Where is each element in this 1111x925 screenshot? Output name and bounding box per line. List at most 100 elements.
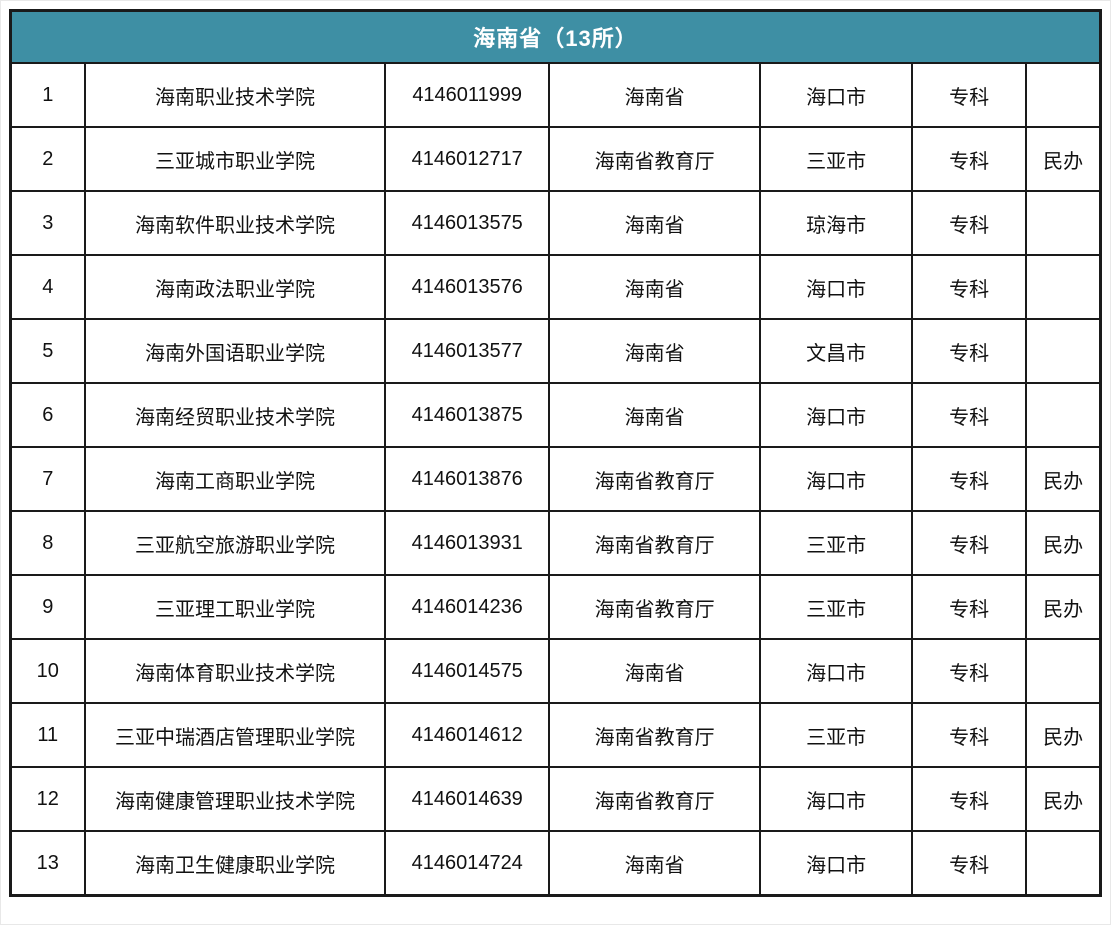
cell-level: 专科 [910, 190, 1028, 256]
cell-school-code: 4146012717 [384, 126, 550, 192]
table-row: 1 海南职业技术学院 4146011999 海南省 海口市 专科 [9, 62, 1102, 128]
cell-authority: 海南省 [547, 318, 762, 384]
cell-level: 专科 [910, 766, 1028, 832]
cell-school-name: 海南政法职业学院 [83, 254, 387, 320]
cell-school-name: 三亚理工职业学院 [83, 574, 387, 640]
table-row: 3 海南软件职业技术学院 4146013575 海南省 琼海市 专科 [9, 190, 1102, 256]
cell-city: 三亚市 [759, 574, 913, 640]
table-header: 海南省（13所） [9, 9, 1102, 64]
cell-authority: 海南省教育厅 [547, 574, 762, 640]
table-body: 1 海南职业技术学院 4146011999 海南省 海口市 专科 2 三亚城市职业学院 4146… [9, 62, 1102, 897]
cell-index: 11 [9, 702, 86, 768]
cell-school-code: 4146013931 [384, 510, 550, 576]
cell-level: 专科 [910, 254, 1028, 320]
cell-school-name: 海南外国语职业学院 [83, 318, 387, 384]
cell-index: 13 [9, 830, 86, 897]
cell-index: 1 [9, 62, 86, 128]
table-row: 5 海南外国语职业学院 4146013577 海南省 文昌市 专科 [9, 318, 1102, 384]
cell-index: 10 [9, 638, 86, 704]
cell-authority: 海南省 [547, 830, 762, 897]
cell-city: 琼海市 [759, 190, 913, 256]
cell-level: 专科 [910, 446, 1028, 512]
cell-authority: 海南省教育厅 [547, 446, 762, 512]
cell-ownership [1025, 62, 1102, 128]
table-row: 9 三亚理工职业学院 4146014236 海南省教育厅 三亚市 专科 民办 [9, 574, 1102, 640]
cell-ownership [1025, 318, 1102, 384]
cell-level: 专科 [910, 510, 1028, 576]
cell-school-name: 海南工商职业学院 [83, 446, 387, 512]
cell-level: 专科 [910, 574, 1028, 640]
table-row: 11 三亚中瑞酒店管理职业学院 4146014612 海南省教育厅 三亚市 专科 民办 [9, 702, 1102, 768]
cell-school-code: 4146014612 [384, 702, 550, 768]
cell-school-code: 4146014575 [384, 638, 550, 704]
cell-ownership [1025, 254, 1102, 320]
cell-authority: 海南省教育厅 [547, 702, 762, 768]
table-title: 海南省（13所） [9, 9, 1102, 64]
cell-school-code: 4146014724 [384, 830, 550, 897]
cell-level: 专科 [910, 638, 1028, 704]
cell-level: 专科 [910, 318, 1028, 384]
cell-ownership [1025, 638, 1102, 704]
cell-ownership: 民办 [1025, 510, 1102, 576]
cell-authority: 海南省 [547, 62, 762, 128]
cell-city: 海口市 [759, 766, 913, 832]
cell-ownership [1025, 190, 1102, 256]
table-row: 10 海南体育职业技术学院 4146014575 海南省 海口市 专科 [9, 638, 1102, 704]
cell-city: 海口市 [759, 638, 913, 704]
cell-index: 9 [9, 574, 86, 640]
cell-school-code: 4146013876 [384, 446, 550, 512]
cell-city: 海口市 [759, 62, 913, 128]
cell-school-code: 4146013875 [384, 382, 550, 448]
cell-authority: 海南省 [547, 254, 762, 320]
table-row: 6 海南经贸职业技术学院 4146013875 海南省 海口市 专科 [9, 382, 1102, 448]
cell-school-name: 海南健康管理职业技术学院 [83, 766, 387, 832]
cell-ownership [1025, 830, 1102, 897]
cell-authority: 海南省教育厅 [547, 766, 762, 832]
table-row: 8 三亚航空旅游职业学院 4146013931 海南省教育厅 三亚市 专科 民办 [9, 510, 1102, 576]
cell-school-code: 4146013575 [384, 190, 550, 256]
cell-ownership: 民办 [1025, 702, 1102, 768]
cell-index: 8 [9, 510, 86, 576]
cell-level: 专科 [910, 62, 1028, 128]
cell-ownership: 民办 [1025, 126, 1102, 192]
cell-index: 6 [9, 382, 86, 448]
cell-city: 海口市 [759, 830, 913, 897]
table-row: 12 海南健康管理职业技术学院 4146014639 海南省教育厅 海口市 专科 民办 [9, 766, 1102, 832]
cell-school-name: 海南体育职业技术学院 [83, 638, 387, 704]
table-row: 4 海南政法职业学院 4146013576 海南省 海口市 专科 [9, 254, 1102, 320]
cell-school-code: 4146013576 [384, 254, 550, 320]
cell-level: 专科 [910, 702, 1028, 768]
cell-index: 2 [9, 126, 86, 192]
university-table: 海南省（13所） 1 海南职业技术学院 4146011999 海南省 海口市 专科 2 三亚城… [9, 9, 1102, 897]
cell-index: 4 [9, 254, 86, 320]
cell-school-code: 4146014236 [384, 574, 550, 640]
cell-school-name: 海南软件职业技术学院 [83, 190, 387, 256]
cell-authority: 海南省 [547, 638, 762, 704]
cell-school-code: 4146014639 [384, 766, 550, 832]
cell-school-name: 海南卫生健康职业学院 [83, 830, 387, 897]
table-title-row: 海南省（13所） [9, 9, 1102, 64]
cell-level: 专科 [910, 382, 1028, 448]
cell-ownership [1025, 382, 1102, 448]
cell-school-code: 4146011999 [384, 62, 550, 128]
cell-authority: 海南省教育厅 [547, 510, 762, 576]
cell-school-name: 三亚城市职业学院 [83, 126, 387, 192]
cell-index: 12 [9, 766, 86, 832]
cell-ownership: 民办 [1025, 574, 1102, 640]
cell-index: 7 [9, 446, 86, 512]
cell-level: 专科 [910, 830, 1028, 897]
cell-ownership: 民办 [1025, 446, 1102, 512]
cell-authority: 海南省 [547, 382, 762, 448]
cell-ownership: 民办 [1025, 766, 1102, 832]
cell-city: 海口市 [759, 446, 913, 512]
cell-school-name: 海南职业技术学院 [83, 62, 387, 128]
cell-school-name: 三亚航空旅游职业学院 [83, 510, 387, 576]
cell-index: 5 [9, 318, 86, 384]
table-row: 7 海南工商职业学院 4146013876 海南省教育厅 海口市 专科 民办 [9, 446, 1102, 512]
cell-authority: 海南省教育厅 [547, 126, 762, 192]
cell-city: 三亚市 [759, 126, 913, 192]
cell-school-name: 三亚中瑞酒店管理职业学院 [83, 702, 387, 768]
cell-authority: 海南省 [547, 190, 762, 256]
cell-city: 三亚市 [759, 510, 913, 576]
